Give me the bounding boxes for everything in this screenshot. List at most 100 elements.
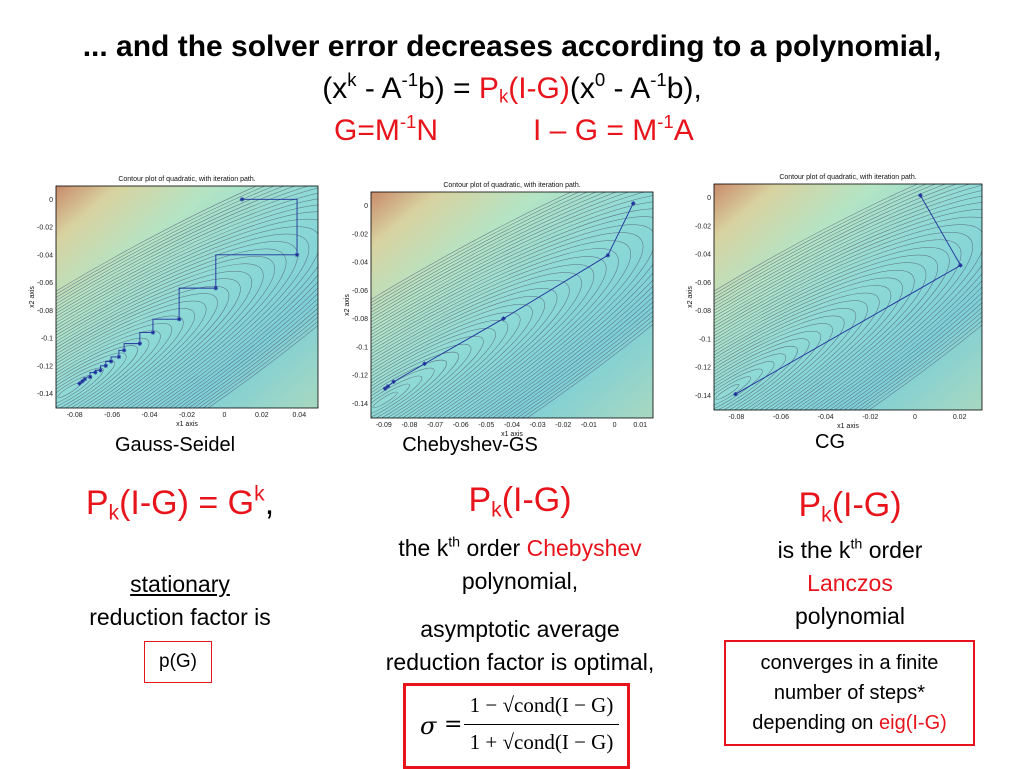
iterate-marker [294, 252, 300, 258]
x-tick-label: -0.02 [555, 422, 571, 429]
y-axis-label: x2 axis [29, 286, 36, 308]
y-tick-label: -0.14 [37, 391, 53, 398]
y-tick-label: -0.1 [41, 336, 53, 343]
x-tick-label: -0.04 [142, 412, 158, 419]
iterate-marker [116, 354, 122, 360]
y-tick-label: -0.08 [352, 316, 368, 323]
y-tick-label: -0.1 [699, 336, 711, 343]
iterate-marker [98, 368, 103, 373]
gauss-seidel-caption: Gauss-Seidel [114, 434, 236, 456]
chebyshev-description: the kth order Chebyshev polynomial, [398, 534, 642, 594]
y-axis-label: x2 axis [687, 286, 694, 308]
gauss-seidel-contour-plot: Contour plot of quadratic, with iteratio… [28, 172, 324, 430]
y-tick-label: -0.04 [695, 252, 711, 259]
chebyshev-gs-caption: Chebyshev-GS [402, 434, 538, 456]
iterate-marker [605, 253, 611, 258]
y-tick-label: -0.04 [352, 260, 368, 267]
sigma-formula-box: σ = 1 − √cond(I − G) 1 + √cond(I − G) [403, 683, 630, 769]
x-tick-label: -0.06 [773, 414, 789, 421]
x-tick-label: 0 [613, 422, 617, 429]
sigma-denominator: 1 + √cond(I − G) [469, 730, 614, 754]
y-tick-label: -0.02 [37, 225, 53, 232]
y-tick-label: -0.06 [695, 280, 711, 287]
plot-title: Contour plot of quadratic, with iteratio… [118, 176, 255, 183]
finite-convergence-box: converges in a finite number of steps* dep… [724, 640, 975, 746]
lanczos-description: is the kth order Lanczos polynomial [777, 536, 923, 629]
x-tick-label: -0.04 [504, 422, 520, 429]
stationary-text: stationary reduction factor is [89, 571, 271, 630]
x-tick-label: 0 [913, 414, 917, 421]
iterate-marker [501, 316, 506, 321]
iterate-marker [176, 317, 182, 322]
iterate-marker [733, 391, 738, 397]
x-tick-label: -0.09 [376, 422, 392, 429]
iterate-marker [422, 361, 427, 366]
y-tick-label: -0.04 [37, 252, 53, 259]
x-tick-label: -0.02 [862, 414, 878, 421]
y-tick-label: -0.06 [37, 280, 53, 287]
lanczos-polynomial-heading: Pk(I-G) [798, 486, 902, 527]
y-tick-label: -0.12 [352, 373, 368, 380]
g-definition: G=M-1N [334, 110, 439, 147]
x-axis-label: x1 axis [837, 423, 859, 430]
y-tick-label: -0.1 [356, 344, 368, 351]
iterate-marker [121, 348, 127, 353]
x-tick-label: -0.03 [530, 422, 546, 429]
x-axis-label: x1 axis [501, 431, 523, 438]
y-tick-label: -0.08 [37, 308, 53, 315]
x-tick-label: -0.06 [104, 412, 120, 419]
plot-title: Contour plot of quadratic, with iteratio… [779, 174, 916, 181]
asymptotic-text: asymptotic average reduction factor is op… [385, 616, 655, 675]
iterate-marker [631, 201, 636, 206]
slide-title: ... and the solver error decreases accor… [82, 30, 942, 63]
x-tick-label: -0.05 [478, 422, 494, 429]
plot-title: Contour plot of quadratic, with iteratio… [443, 182, 580, 189]
iterate-marker [77, 381, 82, 386]
y-tick-label: -0.14 [352, 401, 368, 408]
gauss-seidel-polynomial: Pk(I-G) = Gk, [85, 482, 275, 525]
y-tick-label: -0.12 [695, 365, 711, 372]
iterate-marker [137, 341, 143, 346]
iterate-marker [108, 359, 114, 364]
x-tick-label: -0.02 [179, 412, 195, 419]
y-tick-label: -0.08 [695, 308, 711, 315]
iterate-marker [213, 285, 219, 291]
iterate-marker [93, 370, 98, 375]
x-tick-label: 0.01 [633, 422, 647, 429]
equals-sign: = [444, 712, 463, 737]
rho-box: p(G) [144, 641, 212, 683]
y-tick-label: 0 [49, 197, 53, 204]
iterate-marker [82, 376, 88, 382]
x-tick-label: 0.04 [292, 412, 306, 419]
x-tick-label: -0.07 [427, 422, 443, 429]
x-tick-label: -0.01 [581, 422, 597, 429]
iterate-marker [958, 263, 963, 268]
y-axis-label: x2 axis [344, 294, 351, 316]
iterate-marker [239, 197, 245, 202]
cg-contour-plot: Contour plot of quadratic, with iteratio… [686, 170, 988, 432]
i-minus-g-definition: I – G = M-1A [533, 110, 694, 147]
finite-convergence-text: converges in a finite number of steps* dep… [752, 652, 947, 734]
y-tick-label: -0.02 [695, 223, 711, 230]
x-tick-label: -0.04 [818, 414, 834, 421]
iterate-marker [385, 384, 391, 389]
y-tick-label: 0 [707, 195, 711, 202]
y-tick-label: 0 [364, 203, 368, 210]
iterate-marker [150, 330, 156, 335]
iterate-marker [87, 374, 93, 380]
y-tick-label: -0.06 [352, 288, 368, 295]
y-tick-label: -0.12 [37, 363, 53, 370]
iterate-marker [382, 386, 388, 391]
sigma-symbol: σ [420, 712, 437, 740]
rho-text: p(G) [159, 651, 197, 672]
iterate-marker [391, 379, 396, 385]
x-tick-label: 0.02 [953, 414, 967, 421]
iterate-marker [918, 193, 923, 198]
x-axis-label: x1 axis [176, 421, 198, 428]
y-tick-label: -0.14 [695, 393, 711, 400]
y-tick-label: -0.02 [352, 231, 368, 238]
fraction-bar [464, 724, 619, 725]
x-tick-label: -0.08 [67, 412, 83, 419]
iterate-marker [103, 363, 108, 369]
iterate-marker [80, 379, 85, 384]
